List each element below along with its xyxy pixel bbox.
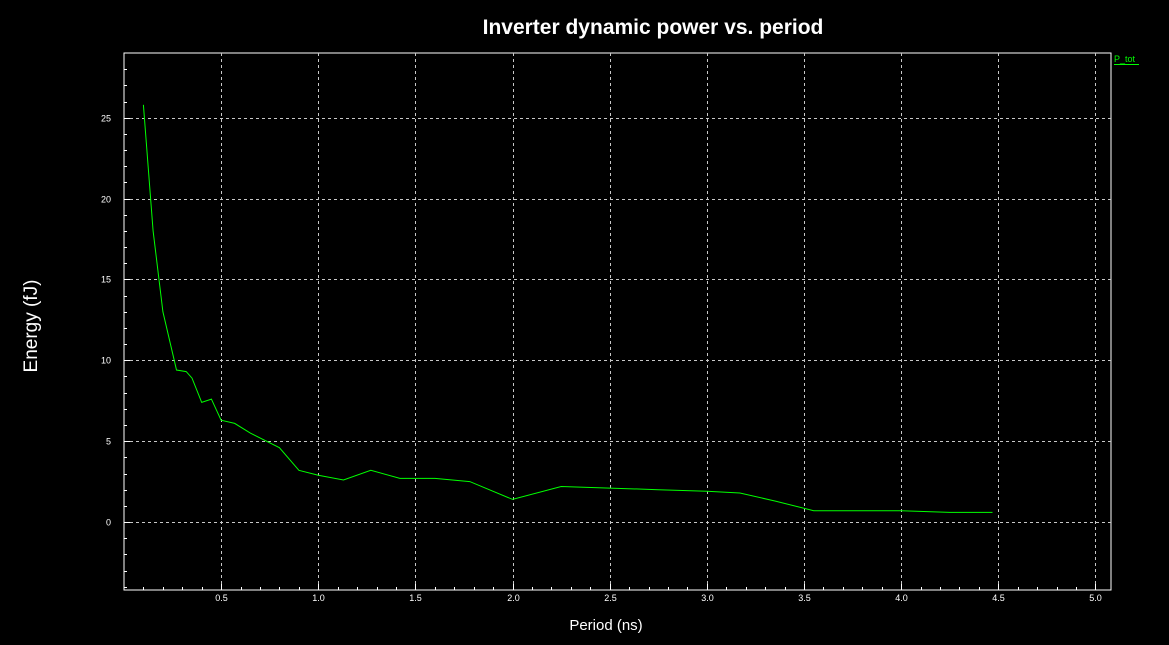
x-tick-label: 5.0 xyxy=(1089,593,1102,603)
x-tick-label: 2.0 xyxy=(507,593,520,603)
y-axis-label: Energy (fJ) xyxy=(21,279,42,373)
x-axis-label: Period (ns) xyxy=(569,617,643,634)
x-tick-label: 3.0 xyxy=(701,593,714,603)
x-tick-label: 3.5 xyxy=(798,593,811,603)
y-tick-label: 5 xyxy=(106,437,111,447)
series-line xyxy=(142,104,993,513)
legend-entry: P_tot xyxy=(1114,54,1136,64)
y-tick-label: 25 xyxy=(101,114,111,124)
x-tick-label: 0.5 xyxy=(215,593,228,603)
plot-frame xyxy=(123,52,1112,591)
x-tick-label: 2.5 xyxy=(604,593,617,603)
y-tick-label: 10 xyxy=(101,356,111,366)
x-tick-label: 1.0 xyxy=(312,593,325,603)
y-tick-label: 0 xyxy=(106,518,111,528)
x-tick-label: 1.5 xyxy=(409,593,422,603)
x-tick-label: 4.5 xyxy=(992,593,1005,603)
x-tick-label: 4.0 xyxy=(895,593,908,603)
chart-title: Inverter dynamic power vs. period xyxy=(482,16,824,39)
y-tick-label: 20 xyxy=(101,195,111,205)
y-tick-label: 15 xyxy=(101,275,111,285)
